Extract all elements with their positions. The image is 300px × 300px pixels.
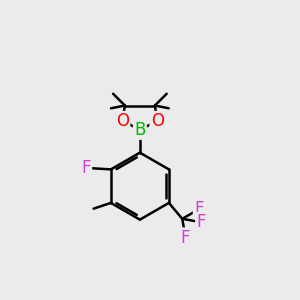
Text: F: F (181, 229, 190, 247)
Text: F: F (196, 213, 206, 231)
Text: O: O (151, 112, 164, 130)
Text: F: F (194, 200, 204, 218)
Text: B: B (134, 121, 146, 139)
Text: F: F (81, 159, 91, 177)
Text: O: O (116, 112, 129, 130)
